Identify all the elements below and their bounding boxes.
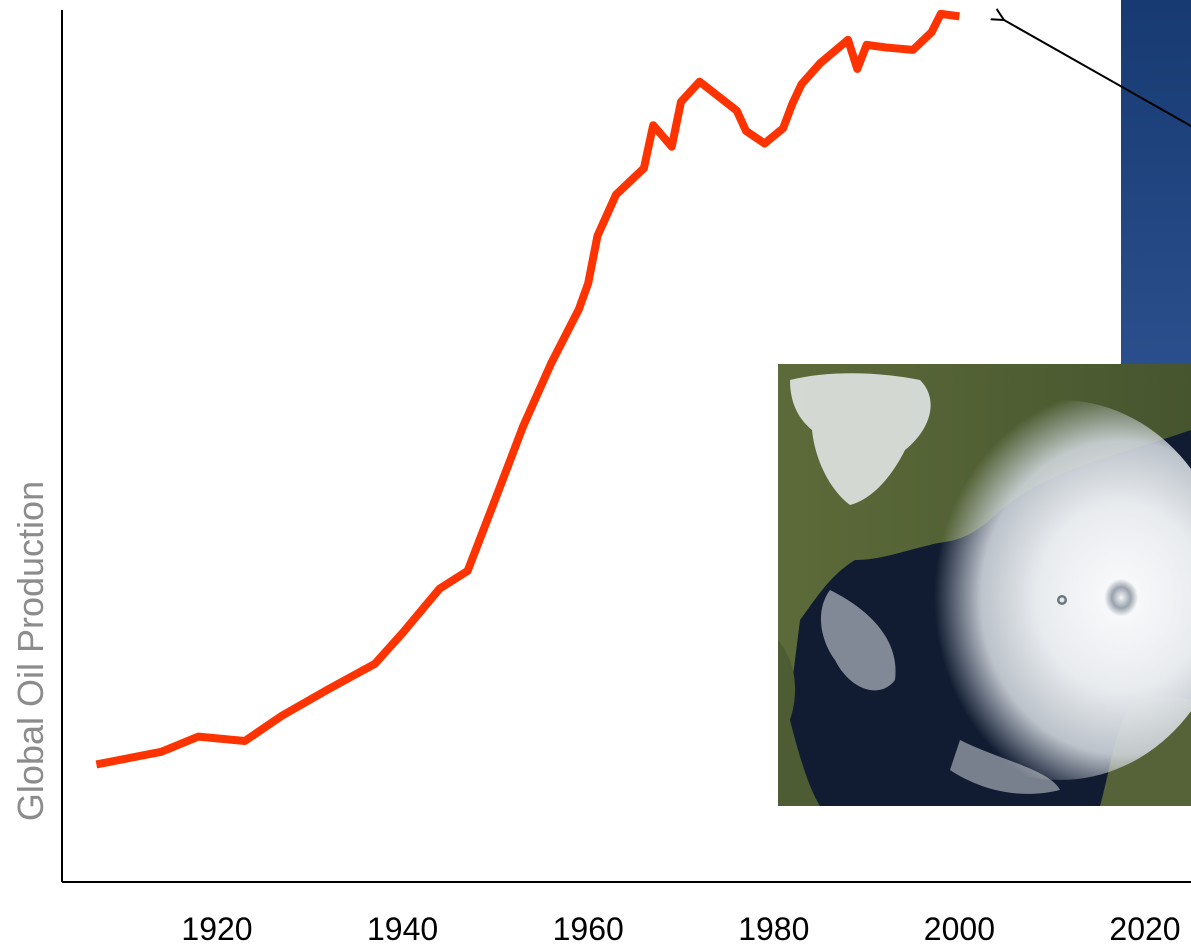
oil-production-line xyxy=(95,9,960,769)
x-tick-label: 1920 xyxy=(181,911,252,947)
annotation-arrow xyxy=(1004,20,1191,127)
blue-side-panel xyxy=(1121,0,1191,366)
x-tick-label: 1940 xyxy=(367,911,438,947)
x-tick-labels: 1920 1940 1960 1980 2000 2020 xyxy=(181,911,1180,947)
series-group xyxy=(95,9,960,769)
hurricane-satellite-photo xyxy=(778,364,1191,806)
x-tick-label: 2000 xyxy=(924,911,995,947)
y-axis-label: Global Oil Production xyxy=(10,481,51,821)
x-tick-label: 2020 xyxy=(1109,911,1180,947)
x-tick-label: 1960 xyxy=(553,911,624,947)
x-tick-label: 1980 xyxy=(738,911,809,947)
